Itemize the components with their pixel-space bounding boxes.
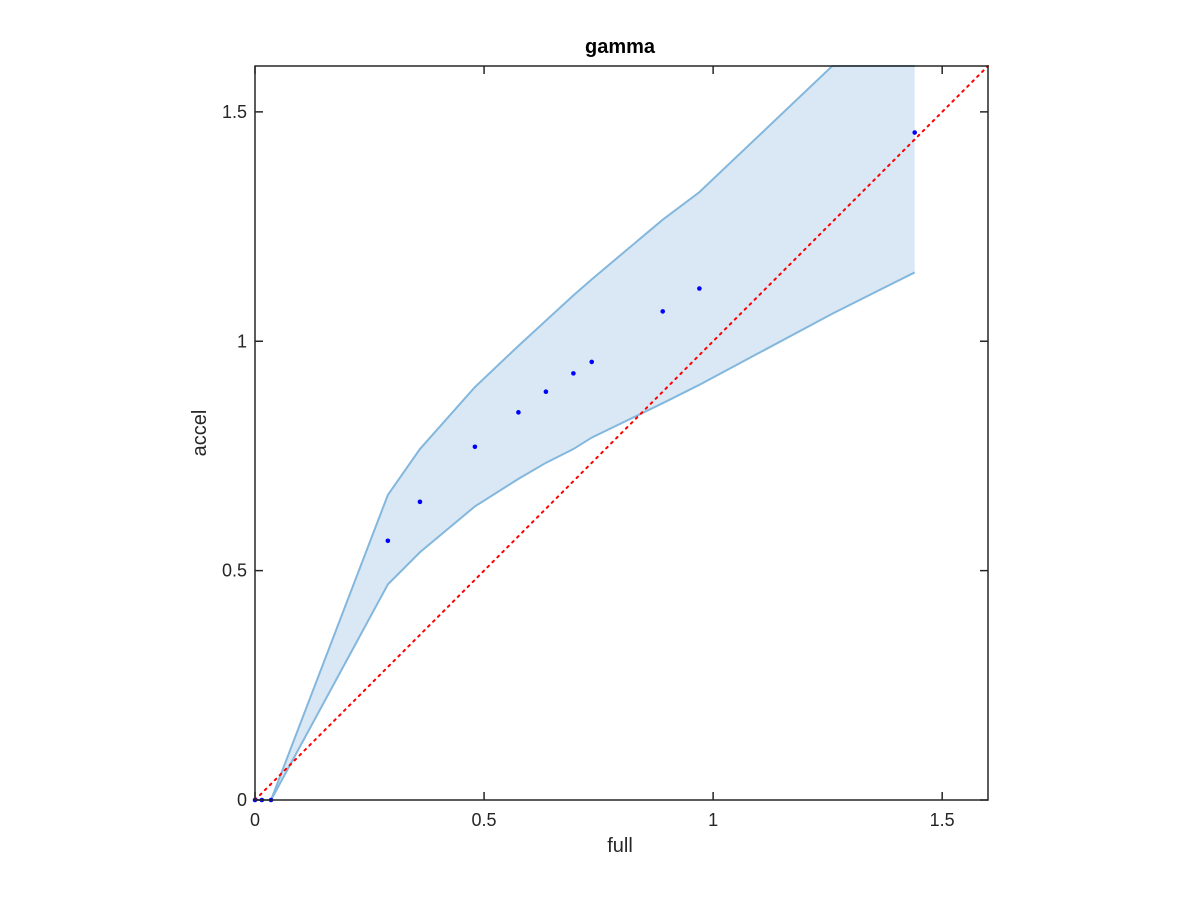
x-tick-label: 1.5 (930, 810, 955, 830)
x-tick-label: 1 (708, 810, 718, 830)
x-axis-label: full (607, 835, 633, 857)
plot-area-frame (254, 65, 989, 801)
data-point (912, 130, 917, 135)
y-tick-label: 0.5 (222, 561, 247, 581)
data-point (571, 371, 576, 376)
y-tick-label: 1 (237, 331, 247, 351)
y-axis-label: accel (189, 410, 211, 457)
data-point (385, 538, 391, 544)
data-point (660, 309, 666, 314)
chart-title: gamma (585, 36, 656, 58)
reference-line-identity (254, 65, 989, 801)
y-tick-label: 1.5 (222, 102, 247, 122)
data-point (472, 444, 478, 450)
confidence-band-layer (255, 65, 916, 801)
y-tick-label: 0 (237, 790, 247, 810)
confidence-band-fill (255, 66, 915, 800)
data-point (697, 286, 702, 291)
reference-line-layer (254, 65, 989, 801)
confidence-band-upper-edge (255, 65, 915, 801)
data-point (516, 410, 521, 415)
data-point (589, 359, 595, 365)
data-point (417, 499, 423, 505)
data-point (543, 389, 549, 395)
x-tick-label: 0 (250, 810, 260, 830)
axis-ticks-layer: 0 0.5 1 1.5 0 0.5 1 1.5 (222, 66, 988, 830)
x-tick-label: 0.5 (472, 810, 497, 830)
data-points-layer (252, 130, 917, 803)
